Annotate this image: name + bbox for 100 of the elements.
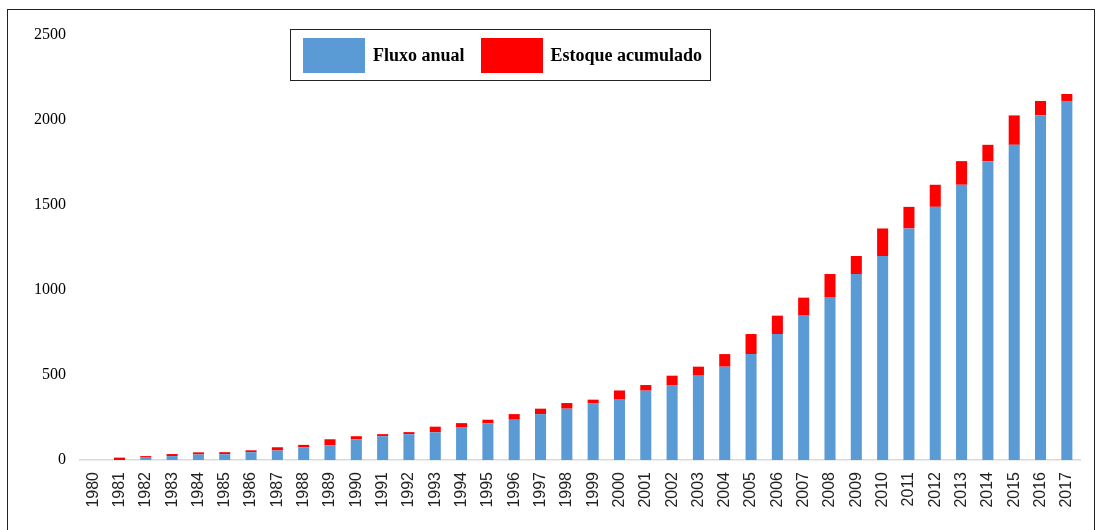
bar: [429, 432, 441, 460]
bar: [719, 366, 731, 460]
y-tick-label: 2000: [34, 110, 66, 128]
x-tick-label: 2012: [925, 471, 943, 508]
bar: [1008, 115, 1020, 145]
x-tick-label: 1984: [188, 471, 206, 508]
x-tick-label: 1990: [346, 471, 364, 508]
x-tick-label: 1994: [451, 471, 469, 508]
bar: [324, 445, 336, 460]
bar: [456, 423, 468, 428]
bar: [745, 354, 757, 460]
x-tick-label: 1996: [504, 471, 522, 508]
x-tick-label: 1999: [583, 471, 601, 508]
x-tick-label: 2002: [662, 471, 680, 508]
bar: [771, 334, 783, 460]
x-tick-label: 1992: [399, 471, 417, 508]
x-tick-label: 1987: [267, 471, 285, 508]
x-tick-label: 1986: [241, 471, 259, 508]
bar: [377, 436, 389, 460]
bar: [350, 436, 362, 440]
bar: [350, 439, 362, 460]
bar: [956, 184, 968, 460]
legend-label: Estoque acumulado: [550, 44, 703, 66]
x-tick-label: 1981: [109, 471, 127, 508]
bar: [271, 450, 283, 460]
bar: [535, 414, 547, 460]
bar: [271, 447, 283, 451]
bar: [824, 297, 836, 460]
bar: [903, 228, 915, 460]
x-tick-label: 2004: [715, 471, 733, 508]
x-tick-label: 1997: [530, 471, 548, 508]
x-tick-label: 1988: [294, 471, 312, 508]
bar: [982, 144, 994, 162]
bar: [640, 385, 652, 391]
x-tick-label: 2011: [899, 471, 917, 507]
x-tick-label: 2014: [978, 471, 996, 508]
bar: [613, 399, 625, 460]
bar: [824, 274, 836, 298]
x-tick-label: 1985: [215, 471, 233, 508]
bar: [508, 414, 520, 420]
bar: [798, 315, 810, 460]
x-tick-label: 2007: [794, 471, 812, 508]
bar: [561, 403, 573, 409]
x-tick-label: 1989: [320, 471, 338, 508]
y-tick-label: 2500: [34, 25, 66, 43]
bar: [745, 334, 757, 355]
bar: [692, 366, 704, 376]
bar: [903, 206, 915, 229]
bar: [692, 375, 704, 460]
bar: [850, 274, 862, 460]
bar: [298, 447, 310, 460]
y-tick-label: 1500: [34, 195, 66, 213]
bar: [192, 454, 204, 460]
bar: [798, 297, 810, 316]
x-tick-label: 2016: [1030, 471, 1048, 508]
bar: [403, 434, 415, 460]
x-tick-label: 2013: [951, 471, 969, 508]
bar: [561, 408, 573, 460]
bar: [1035, 100, 1047, 116]
bar: [666, 375, 678, 386]
legend-label: Fluxo anual: [373, 44, 465, 66]
bar: [719, 354, 731, 367]
bar: [1008, 144, 1020, 460]
x-tick-label: 1991: [373, 471, 391, 508]
bar: [929, 184, 941, 207]
x-tick-label: 2001: [636, 471, 654, 508]
bar: [613, 390, 625, 400]
x-tick-label: 2008: [820, 471, 838, 508]
x-tick-label: 2010: [873, 471, 891, 508]
bar: [403, 432, 415, 435]
bar: [850, 256, 862, 275]
y-tick-label: 500: [42, 365, 66, 383]
bar: [666, 385, 678, 460]
bar: [982, 161, 994, 460]
x-tick-label: 1995: [478, 471, 496, 508]
bar: [771, 315, 783, 335]
bar: [219, 452, 231, 455]
bar: [508, 419, 520, 460]
bar: [956, 161, 968, 185]
bar: [192, 452, 204, 455]
bar: [929, 206, 941, 460]
bar: [877, 228, 889, 256]
bar: [324, 439, 336, 446]
bar: [1061, 93, 1073, 101]
x-tick-label: 1983: [162, 471, 180, 508]
x-tick-label: 2006: [767, 471, 785, 508]
x-tick-label: 2000: [609, 471, 627, 508]
bar: [535, 408, 547, 415]
x-tick-label: 2015: [1004, 471, 1022, 508]
bar: [587, 403, 599, 460]
x-tick-label: 1982: [136, 471, 154, 508]
bar: [1035, 115, 1047, 460]
bar: [245, 452, 257, 460]
x-tick-label: 2009: [846, 471, 864, 508]
bar: [377, 434, 389, 437]
x-tick-label: 1980: [83, 471, 101, 508]
x-tick-label: 1998: [557, 471, 575, 508]
y-tick-label: 0: [58, 450, 66, 468]
bar: [640, 390, 652, 460]
x-tick-label: 1993: [425, 471, 443, 508]
